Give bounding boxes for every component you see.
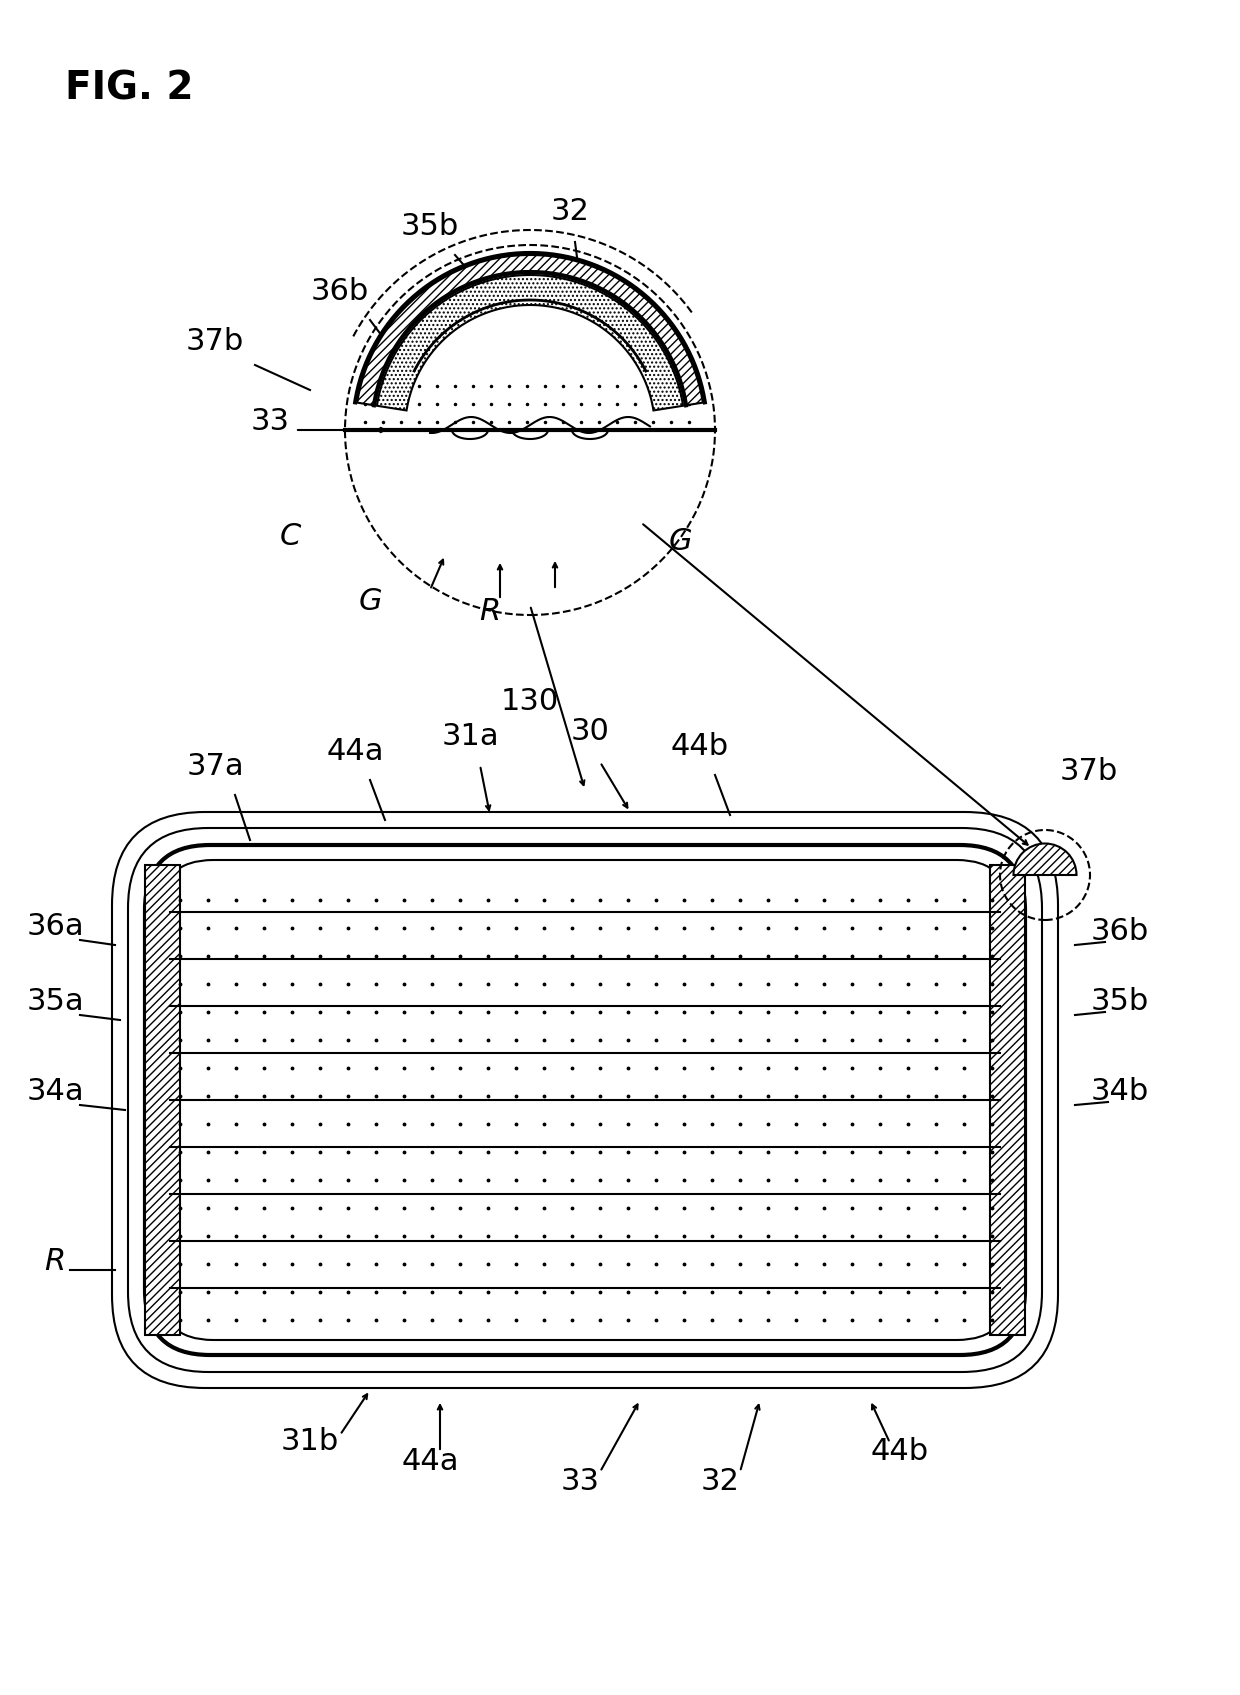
Text: G: G [358,586,382,615]
Text: R: R [45,1248,66,1276]
Text: 35b: 35b [401,212,459,241]
Text: 31b: 31b [281,1427,339,1456]
Text: 35a: 35a [26,986,84,1015]
Text: 33: 33 [560,1466,599,1497]
Wedge shape [1013,844,1076,875]
Text: 37a: 37a [186,753,244,781]
Text: 31a: 31a [441,722,498,751]
Text: C: C [279,522,300,551]
Text: 44a: 44a [326,737,383,766]
Text: FIG. 2: FIG. 2 [64,69,193,108]
Text: 130: 130 [501,686,559,715]
Text: 37b: 37b [1060,758,1118,786]
Text: 37b: 37b [186,327,244,356]
Text: 36b: 36b [311,276,370,307]
Text: 34b: 34b [1091,1076,1149,1107]
Text: R: R [480,597,501,625]
Text: 34a: 34a [26,1076,84,1107]
Text: G: G [668,527,692,556]
Text: 36a: 36a [26,912,84,941]
Polygon shape [145,864,180,1336]
Text: 33: 33 [250,407,289,436]
Polygon shape [990,864,1025,1336]
Text: 30: 30 [570,717,609,746]
Polygon shape [357,254,703,405]
Text: 32: 32 [701,1466,739,1497]
Text: 35b: 35b [1091,986,1149,1015]
Text: 36b: 36b [1091,917,1149,946]
Text: 44b: 44b [671,732,729,761]
Polygon shape [377,275,683,410]
Text: 44b: 44b [870,1437,929,1466]
Text: 44a: 44a [402,1448,459,1476]
Text: 32: 32 [551,197,589,225]
